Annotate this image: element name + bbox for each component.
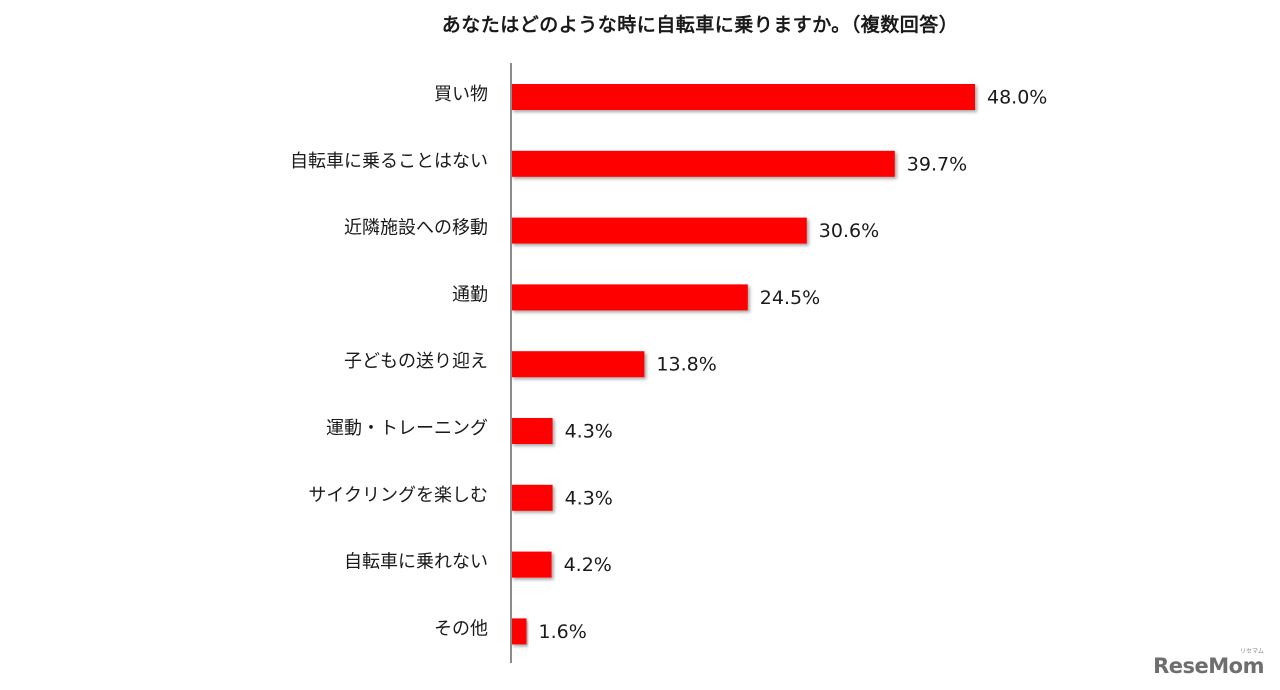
value-label-3: 24.5% — [760, 287, 820, 309]
bar-3 — [511, 284, 748, 311]
chart-title: あなたはどのような時に自転車に乗りますか。（複数回答） — [441, 14, 959, 36]
logo-ruby: リセマム — [1239, 648, 1264, 655]
category-label-1: 自転車に乗ることはない — [290, 151, 488, 172]
value-label-6: 4.3% — [565, 487, 613, 509]
category-label-2: 近隣施設への移動 — [344, 218, 488, 239]
bar-6 — [511, 484, 553, 511]
category-label-4: 子どもの送り迎え — [344, 351, 488, 372]
value-label-7: 4.2% — [564, 554, 612, 576]
bar-4 — [511, 351, 645, 378]
bar-8 — [511, 618, 527, 645]
value-label-5: 4.3% — [565, 421, 613, 443]
value-label-0: 48.0% — [987, 87, 1047, 109]
value-label-4: 13.8% — [656, 354, 716, 376]
category-label-7: 自転車に乗れない — [344, 552, 488, 573]
bar-2 — [511, 217, 807, 244]
category-label-5: 運動・トレーニング — [326, 418, 488, 439]
logo-text: ReseMom — [1153, 654, 1264, 678]
bar-7 — [511, 551, 552, 578]
category-label-3: 通勤 — [452, 284, 488, 305]
value-label-1: 39.7% — [907, 153, 967, 175]
bar-5 — [511, 418, 553, 444]
value-label-8: 1.6% — [539, 621, 587, 643]
bar-0 — [511, 84, 975, 110]
category-label-6: サイクリングを楽しむ — [308, 485, 488, 506]
resemom-logo: ReseMom リセマム — [1153, 648, 1264, 678]
category-label-8: その他 — [434, 618, 488, 639]
value-label-2: 30.6% — [819, 220, 879, 242]
bar-1 — [511, 150, 895, 177]
category-label-0: 買い物 — [434, 84, 488, 105]
